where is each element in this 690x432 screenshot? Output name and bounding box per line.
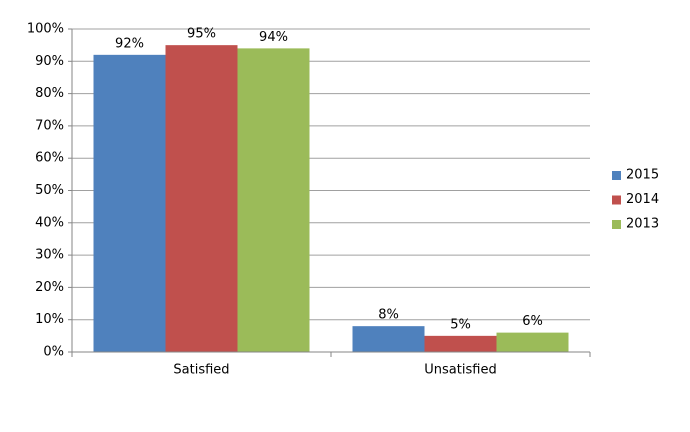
bar — [352, 326, 425, 352]
legend-swatch — [612, 195, 621, 205]
y-tick-label: 0% — [43, 345, 64, 360]
bar — [424, 335, 497, 352]
bar — [165, 45, 238, 353]
legend-swatch — [612, 171, 621, 180]
legend-label: 2015 — [626, 168, 659, 183]
data-label: 94% — [259, 30, 288, 45]
y-tick-label: 90% — [35, 54, 64, 69]
x-tick-label: Unsatisfied — [424, 363, 496, 378]
data-label: 6% — [522, 314, 543, 329]
y-tick-label: 10% — [35, 312, 64, 327]
data-label: 5% — [450, 317, 471, 332]
data-label: 95% — [187, 27, 216, 42]
y-tick-label: 20% — [35, 280, 64, 295]
bar — [496, 332, 569, 352]
legend-label: 2014 — [626, 192, 659, 207]
data-label: 92% — [115, 36, 144, 51]
y-tick-label: 40% — [35, 215, 64, 230]
bar — [93, 54, 166, 353]
legend-swatch — [612, 220, 621, 229]
y-tick-label: 70% — [35, 118, 64, 133]
bar — [237, 48, 310, 352]
y-tick-label: 80% — [35, 86, 64, 101]
legend-label: 2013 — [626, 217, 659, 232]
y-tick-label: 50% — [35, 183, 64, 198]
y-tick-label: 60% — [35, 151, 64, 166]
x-tick-label: Satisfied — [173, 363, 229, 378]
y-tick-label: 30% — [35, 248, 64, 263]
data-label: 8% — [378, 308, 399, 323]
y-tick-label: 100% — [27, 22, 64, 37]
